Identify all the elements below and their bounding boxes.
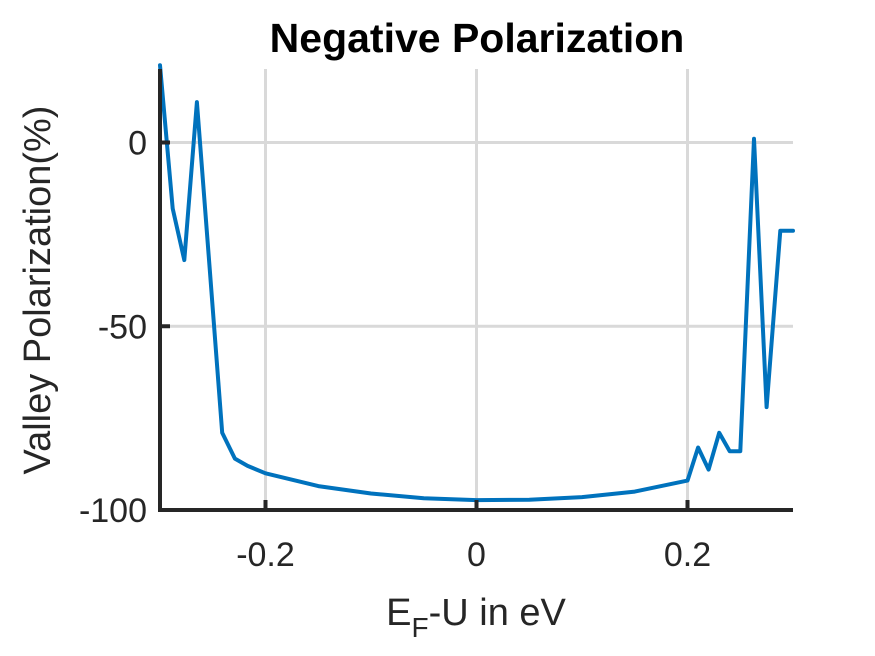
y-tick-label: -100: [79, 492, 147, 530]
x-tick-label: 0: [467, 536, 486, 574]
tick-marks: -0.2 0 0.2 -100 -50 0: [79, 125, 711, 575]
x-tick-label: -0.2: [236, 536, 295, 574]
y-axis-label: Valley Polarization(%): [17, 106, 59, 475]
chart-title: Negative Polarization: [270, 15, 685, 61]
y-tick-label: -50: [98, 308, 147, 346]
grid-lines: [160, 69, 793, 512]
x-tick-label: 0.2: [664, 536, 711, 574]
series-line: [158, 63, 795, 503]
y-tick-label: 0: [128, 125, 147, 163]
series-layer: [158, 63, 795, 503]
x-axis-label-subscript: F: [411, 612, 428, 643]
x-axis-label-rest: -U in eV: [429, 592, 567, 634]
x-axis-label-base: E: [386, 592, 411, 634]
x-axis-label: EF-U in eV: [386, 592, 566, 643]
